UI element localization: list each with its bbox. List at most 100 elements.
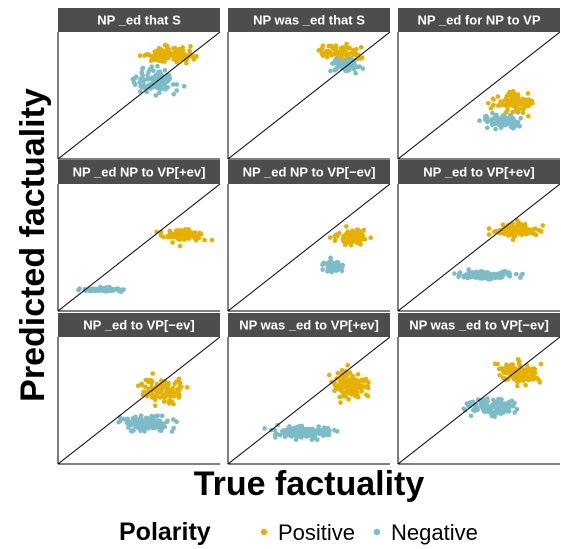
- data-point-positive: [153, 57, 158, 63]
- data-point-positive: [162, 59, 167, 64]
- data-point-positive: [188, 44, 193, 49]
- data-point-positive: [184, 385, 190, 390]
- data-point-negative: [482, 117, 488, 122]
- legend: Polarity Positive Negative: [119, 518, 478, 546]
- data-point-positive: [513, 107, 519, 113]
- data-point-positive: [529, 98, 535, 104]
- data-point-positive: [504, 362, 509, 368]
- data-point-negative: [169, 429, 175, 434]
- legend-title: Polarity: [119, 518, 211, 546]
- data-point-positive: [523, 382, 528, 388]
- data-point-positive: [527, 368, 532, 374]
- data-point-positive: [358, 44, 364, 50]
- data-point-positive: [150, 371, 155, 376]
- data-point-negative: [507, 274, 513, 279]
- data-point-positive: [513, 95, 519, 100]
- panel: NP _ed NP to VP[+ev]: [57, 160, 220, 312]
- panel-points: [58, 32, 220, 159]
- data-point-positive: [162, 49, 167, 54]
- data-point-negative: [505, 270, 510, 275]
- data-point-positive: [159, 383, 165, 388]
- data-point-positive: [135, 383, 141, 389]
- data-point-negative: [159, 413, 165, 419]
- data-point-negative: [167, 75, 172, 81]
- data-point-negative: [490, 110, 495, 116]
- data-point-positive: [519, 374, 525, 380]
- data-point-negative: [262, 426, 267, 431]
- panel-points: [398, 32, 560, 159]
- data-point-positive: [147, 53, 152, 58]
- data-point-positive: [524, 377, 530, 382]
- data-point-negative: [461, 406, 467, 412]
- data-point-positive: [522, 221, 528, 227]
- data-point-positive: [486, 232, 492, 237]
- data-point-positive: [184, 228, 190, 233]
- data-point-positive: [490, 96, 496, 101]
- data-point-negative: [171, 417, 176, 422]
- data-point-negative: [332, 59, 337, 65]
- panel-title: NP was _ed that S: [253, 13, 365, 28]
- data-point-positive: [333, 43, 339, 48]
- data-point-negative: [332, 67, 338, 73]
- data-point-positive: [368, 235, 374, 240]
- data-point-positive: [332, 383, 338, 388]
- data-point-negative: [138, 428, 143, 434]
- panel-points: [58, 337, 220, 464]
- data-point-positive: [526, 101, 531, 106]
- panel-title: NP was _ed to VP[−ev]: [409, 318, 549, 333]
- data-point-negative: [135, 424, 141, 429]
- data-point-positive: [518, 98, 523, 104]
- data-point-negative: [503, 121, 509, 127]
- data-point-negative: [327, 428, 332, 433]
- data-point-positive: [525, 91, 531, 96]
- data-point-positive: [332, 233, 338, 238]
- data-point-positive: [165, 51, 171, 57]
- data-point-positive: [520, 230, 526, 236]
- data-point-positive: [499, 366, 505, 371]
- panel-title: NP was _ed to VP[+ev]: [239, 318, 379, 333]
- data-point-positive: [505, 368, 511, 374]
- data-point-negative: [464, 274, 470, 280]
- data-point-negative: [133, 74, 139, 79]
- data-point-positive: [175, 387, 180, 393]
- data-point-positive: [165, 55, 171, 61]
- data-point-positive: [192, 235, 197, 241]
- data-point-negative: [491, 397, 496, 403]
- data-point-negative: [479, 404, 484, 409]
- data-point-negative: [346, 67, 351, 72]
- data-point-negative: [171, 92, 176, 97]
- data-point-negative: [489, 117, 494, 122]
- data-point-positive: [495, 94, 501, 99]
- data-point-positive: [515, 383, 520, 389]
- identity-line: [58, 32, 220, 159]
- data-point-positive: [354, 238, 360, 244]
- data-point-negative: [158, 74, 164, 80]
- data-point-positive: [328, 49, 333, 55]
- data-point-positive: [513, 375, 519, 381]
- data-point-negative: [309, 437, 315, 442]
- data-point-positive: [343, 46, 349, 51]
- data-point-positive: [202, 237, 207, 243]
- data-point-negative: [457, 270, 463, 275]
- data-point-negative: [467, 270, 473, 275]
- data-point-negative: [496, 396, 501, 402]
- data-point-negative: [116, 419, 121, 425]
- data-point-negative: [340, 262, 346, 268]
- data-point-negative: [121, 416, 127, 422]
- data-point-negative: [333, 262, 339, 268]
- data-point-positive: [497, 227, 503, 233]
- data-point-positive: [169, 388, 174, 394]
- data-point-positive: [344, 389, 350, 394]
- data-point-positive: [534, 375, 540, 381]
- data-point-positive: [531, 366, 537, 371]
- data-point-negative: [157, 90, 162, 96]
- data-point-positive: [175, 59, 180, 65]
- data-point-positive: [517, 106, 523, 112]
- data-point-positive: [158, 233, 164, 238]
- data-point-negative: [293, 429, 298, 434]
- data-point-positive: [170, 240, 175, 245]
- panel-points: [228, 184, 390, 311]
- data-point-positive: [177, 384, 183, 389]
- data-point-positive: [156, 45, 162, 51]
- panel: NP was _ed to VP[+ev]: [227, 313, 390, 465]
